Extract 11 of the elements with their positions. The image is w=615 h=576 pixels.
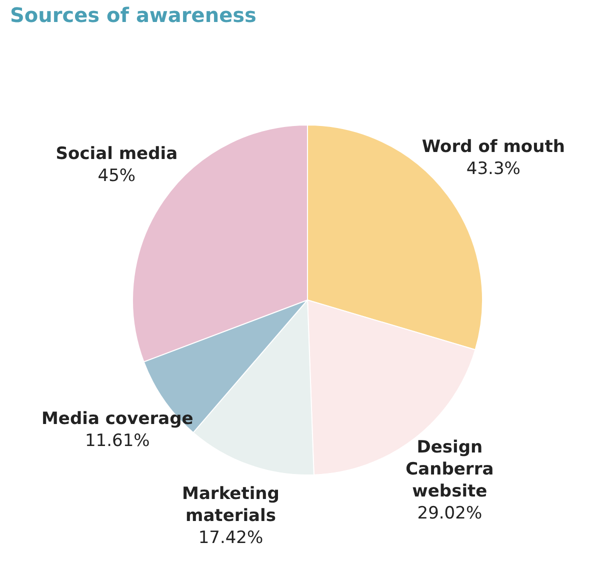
slice-label: Design Canberra website (406, 437, 494, 502)
chart-title: Sources of awareness (10, 3, 256, 27)
data-label: 43.3% (466, 159, 520, 180)
slice-label: Social media (56, 144, 178, 164)
slice-label: Marketing materials (182, 484, 280, 526)
slice-label: Media coverage (42, 408, 194, 429)
data-label: 17.42% (198, 528, 264, 548)
data-label: 45% (98, 166, 136, 186)
data-label: 11.61% (84, 430, 150, 451)
slice-label: Word of mouth (422, 137, 565, 158)
data-label: 29.02% (417, 503, 482, 524)
